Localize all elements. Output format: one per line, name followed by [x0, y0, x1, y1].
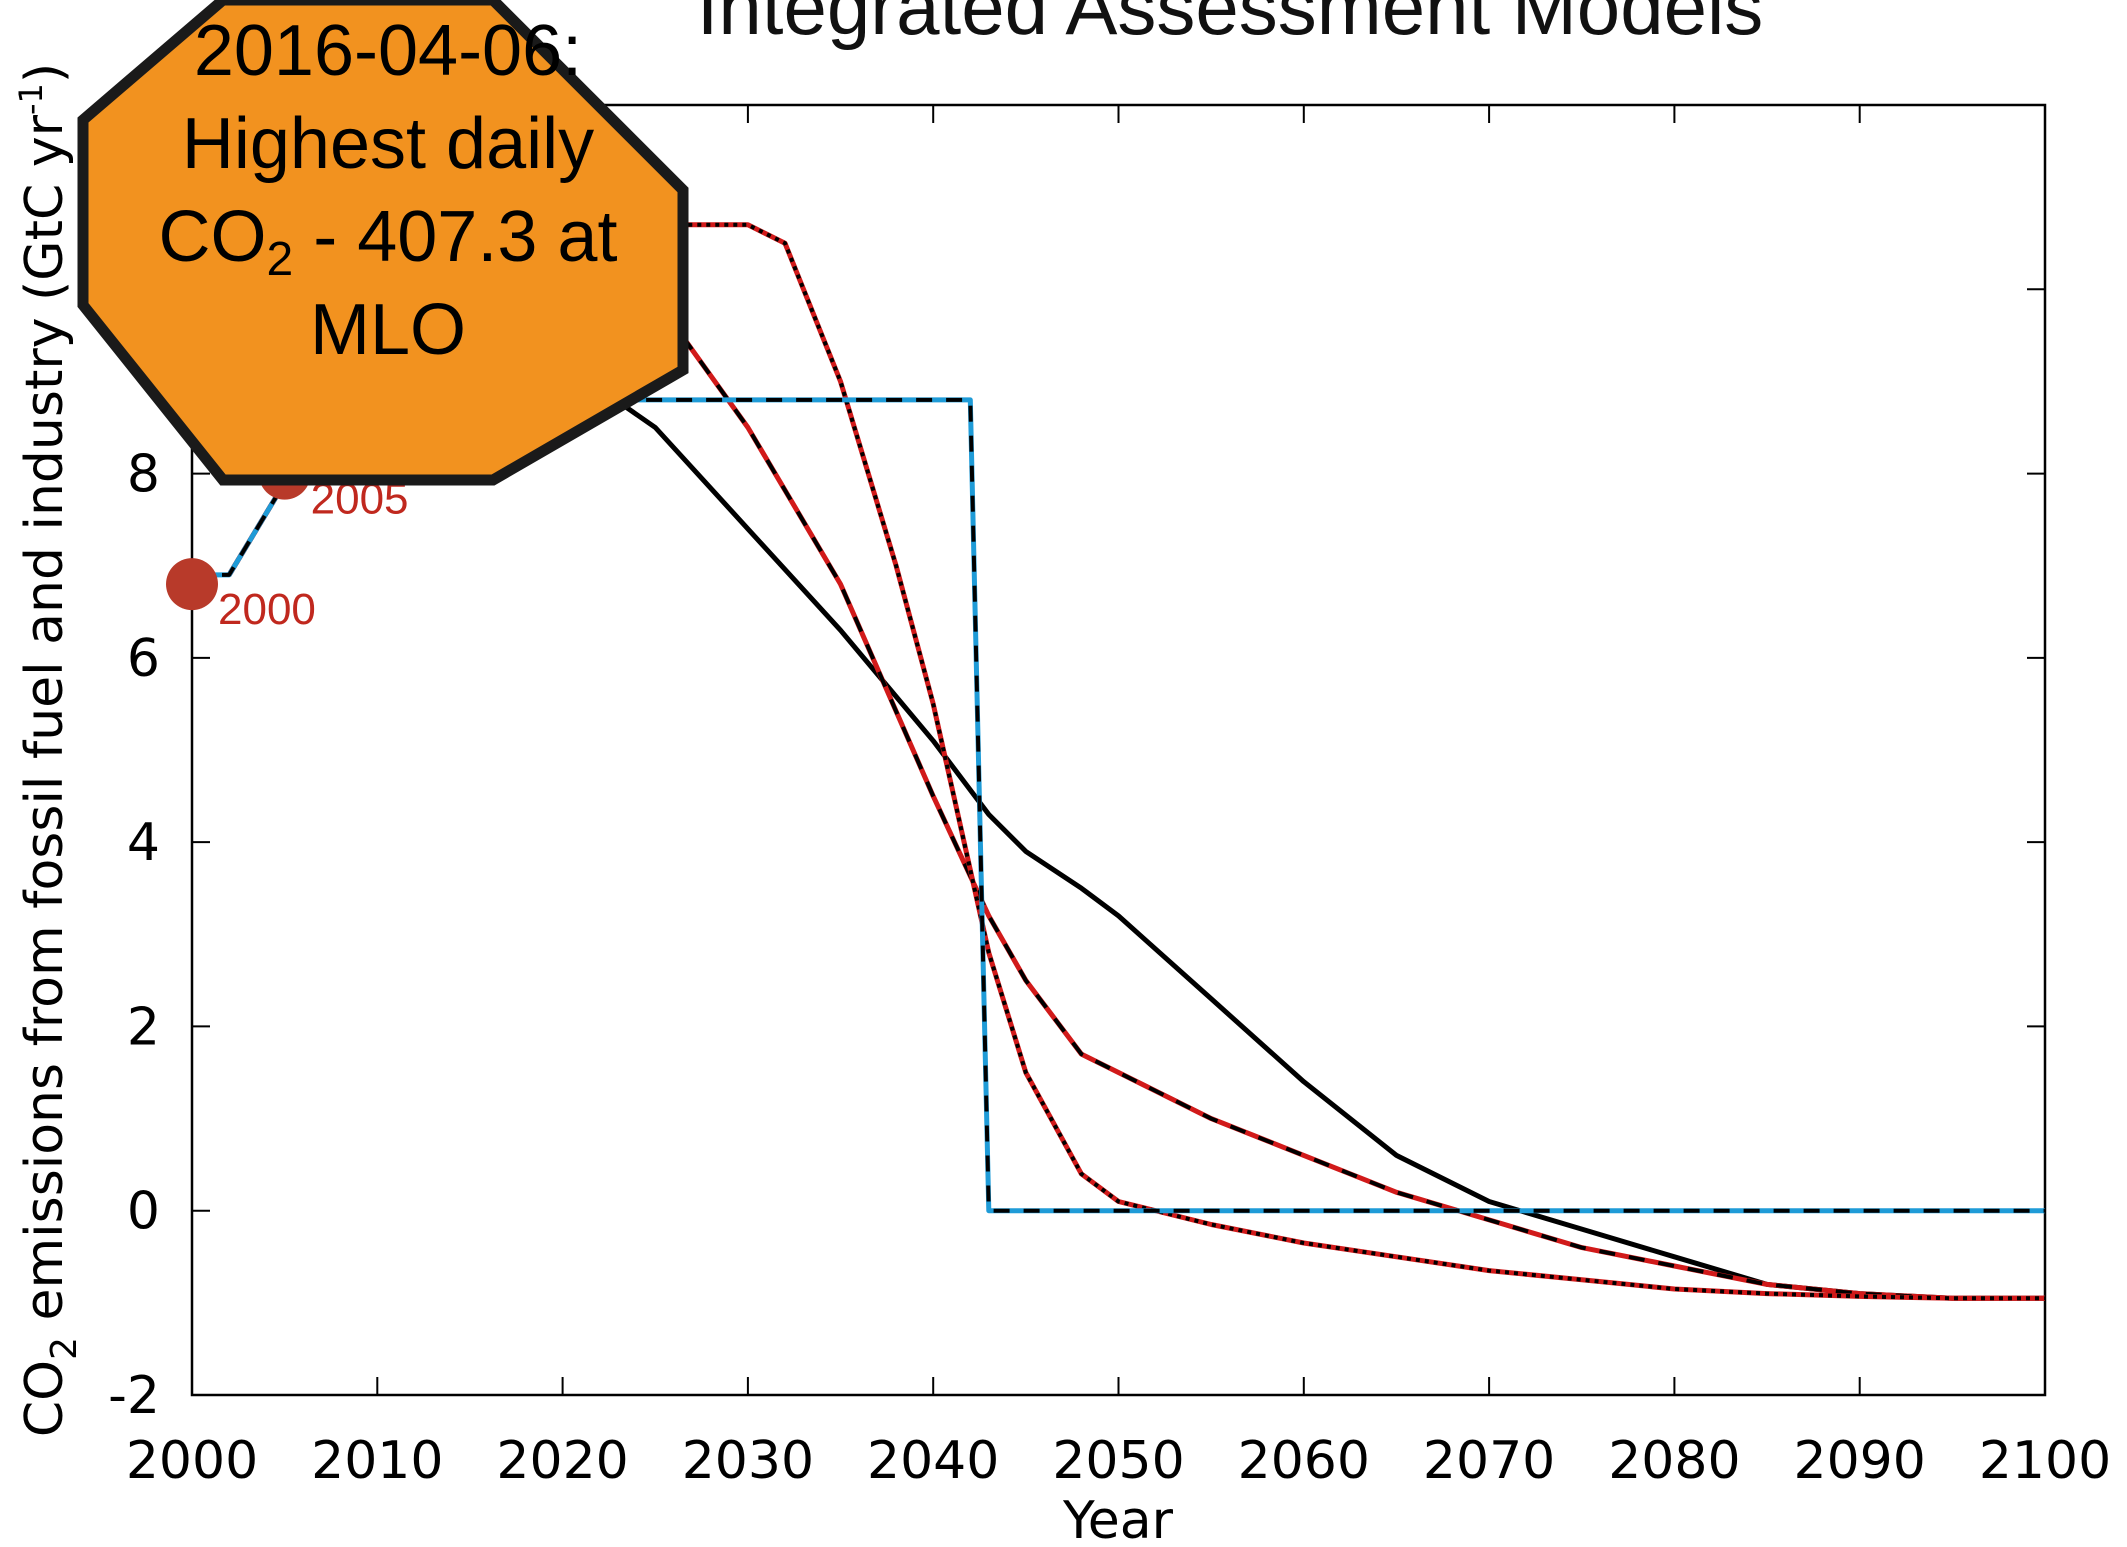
stop-sign-octagon: [77, 0, 689, 486]
stop-sign-line3-suffix: - 407.3 at: [293, 197, 617, 277]
series-line-0: [226, 360, 2045, 1301]
y-axis-title-sub: 2: [44, 1337, 85, 1360]
x-tick-label: 2000: [126, 1431, 258, 1491]
y-tick-label: -2: [108, 1366, 160, 1426]
y-axis-title-middle: emissions from fossil fuel and industry …: [15, 114, 75, 1337]
stop-sign: 2016-04-06: Highest daily CO2 - 407.3 at…: [77, 0, 689, 486]
y-tick-label: 6: [127, 629, 160, 689]
annotation-point: [166, 558, 218, 611]
series-overlay-2: [227, 222, 2045, 1301]
stop-sign-line3: CO2 - 407.3 at: [159, 197, 618, 286]
series-overlay-1: [227, 241, 2045, 1301]
y-tick-label: 4: [127, 813, 160, 873]
series-line-3: [192, 397, 2045, 1214]
y-tick-label: 0: [127, 1182, 160, 1242]
x-tick-label: 2100: [1979, 1431, 2111, 1491]
x-tick-label: 2010: [311, 1431, 443, 1491]
x-tick-labels: 2000 2010 2020 2030 2040 2050 2060 2070 2080 2090…: [126, 1431, 2111, 1491]
y-tick-label: 2: [127, 997, 160, 1057]
y-axis-title-sup: -1: [12, 83, 50, 115]
series-overlay-3: [192, 397, 2045, 1213]
stop-sign-line2: Highest daily: [182, 104, 594, 184]
y-tick-labels: -2 0 2 4 6 8: [108, 445, 160, 1426]
annotation-label: 2000: [218, 585, 316, 634]
x-tick-label: 2070: [1423, 1431, 1555, 1491]
x-tick-label: 2060: [1238, 1431, 1370, 1491]
y-tick-label: 8: [127, 445, 160, 505]
stop-sign-line1: 2016-04-06:: [194, 11, 582, 91]
stop-sign-line3-sub: 2: [267, 233, 294, 286]
x-tick-label: 2020: [496, 1431, 628, 1491]
y-axis-title-suffix: ): [15, 63, 75, 83]
x-tick-label: 2040: [867, 1431, 999, 1491]
x-tick-label: 2030: [682, 1431, 814, 1491]
x-tick-label: 2090: [1794, 1431, 1926, 1491]
stop-sign-line3-prefix: CO: [159, 197, 267, 277]
y-axis-title-prefix: CO: [15, 1360, 75, 1437]
x-axis-title: Year: [1062, 1491, 1174, 1547]
y-axis-title: CO2 emissions from fossil fuel and indus…: [12, 63, 85, 1437]
x-tick-label: 2050: [1052, 1431, 1184, 1491]
chart-title: Integrated Assessment Models: [697, 0, 1764, 51]
x-tick-label: 2080: [1608, 1431, 1740, 1491]
stop-sign-line4: MLO: [310, 290, 466, 370]
